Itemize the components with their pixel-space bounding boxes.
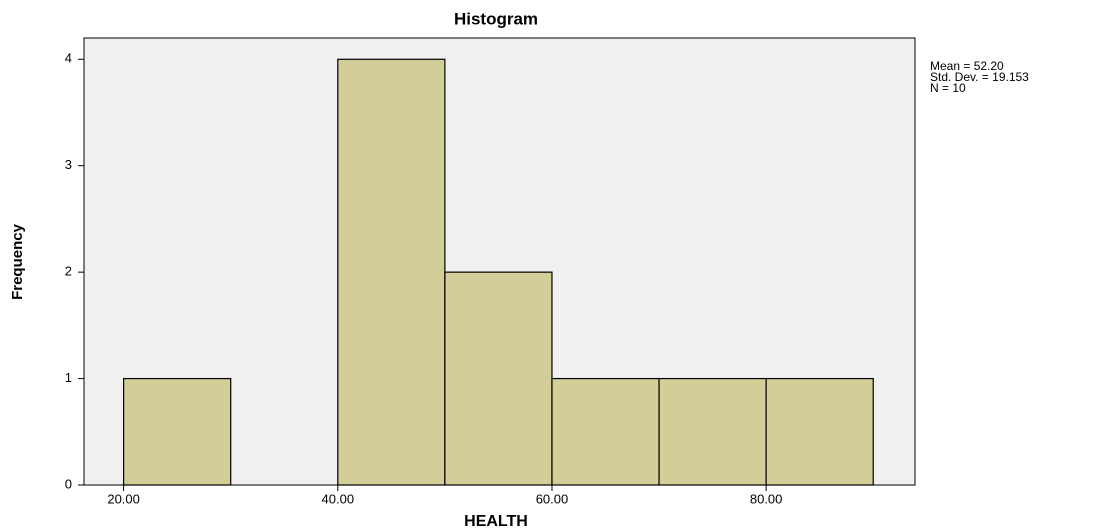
x-tick-label: 40.00 — [322, 491, 355, 506]
y-tick-label: 0 — [65, 476, 72, 491]
y-tick-label: 3 — [65, 157, 72, 172]
annotation: N = 10 — [930, 81, 966, 95]
chart-title: Histogram — [454, 9, 538, 28]
x-tick-label: 60.00 — [536, 491, 569, 506]
bar — [444, 271, 553, 486]
bar — [765, 377, 874, 486]
y-tick-label: 4 — [65, 51, 72, 66]
bar — [658, 377, 767, 486]
y-tick-label: 1 — [65, 370, 72, 385]
bar — [123, 377, 232, 486]
bar — [337, 58, 446, 486]
y-axis-label: Frequency — [9, 223, 26, 300]
annotation: Std. Dev. = 19.153 — [930, 70, 1029, 84]
y-tick-label: 2 — [65, 264, 72, 279]
x-tick-label: 80.00 — [750, 491, 783, 506]
bar — [551, 377, 660, 486]
x-axis-label: HEALTH — [464, 513, 528, 530]
x-tick-label: 20.00 — [107, 491, 140, 506]
annotation: Mean = 52.20 — [930, 59, 1004, 73]
